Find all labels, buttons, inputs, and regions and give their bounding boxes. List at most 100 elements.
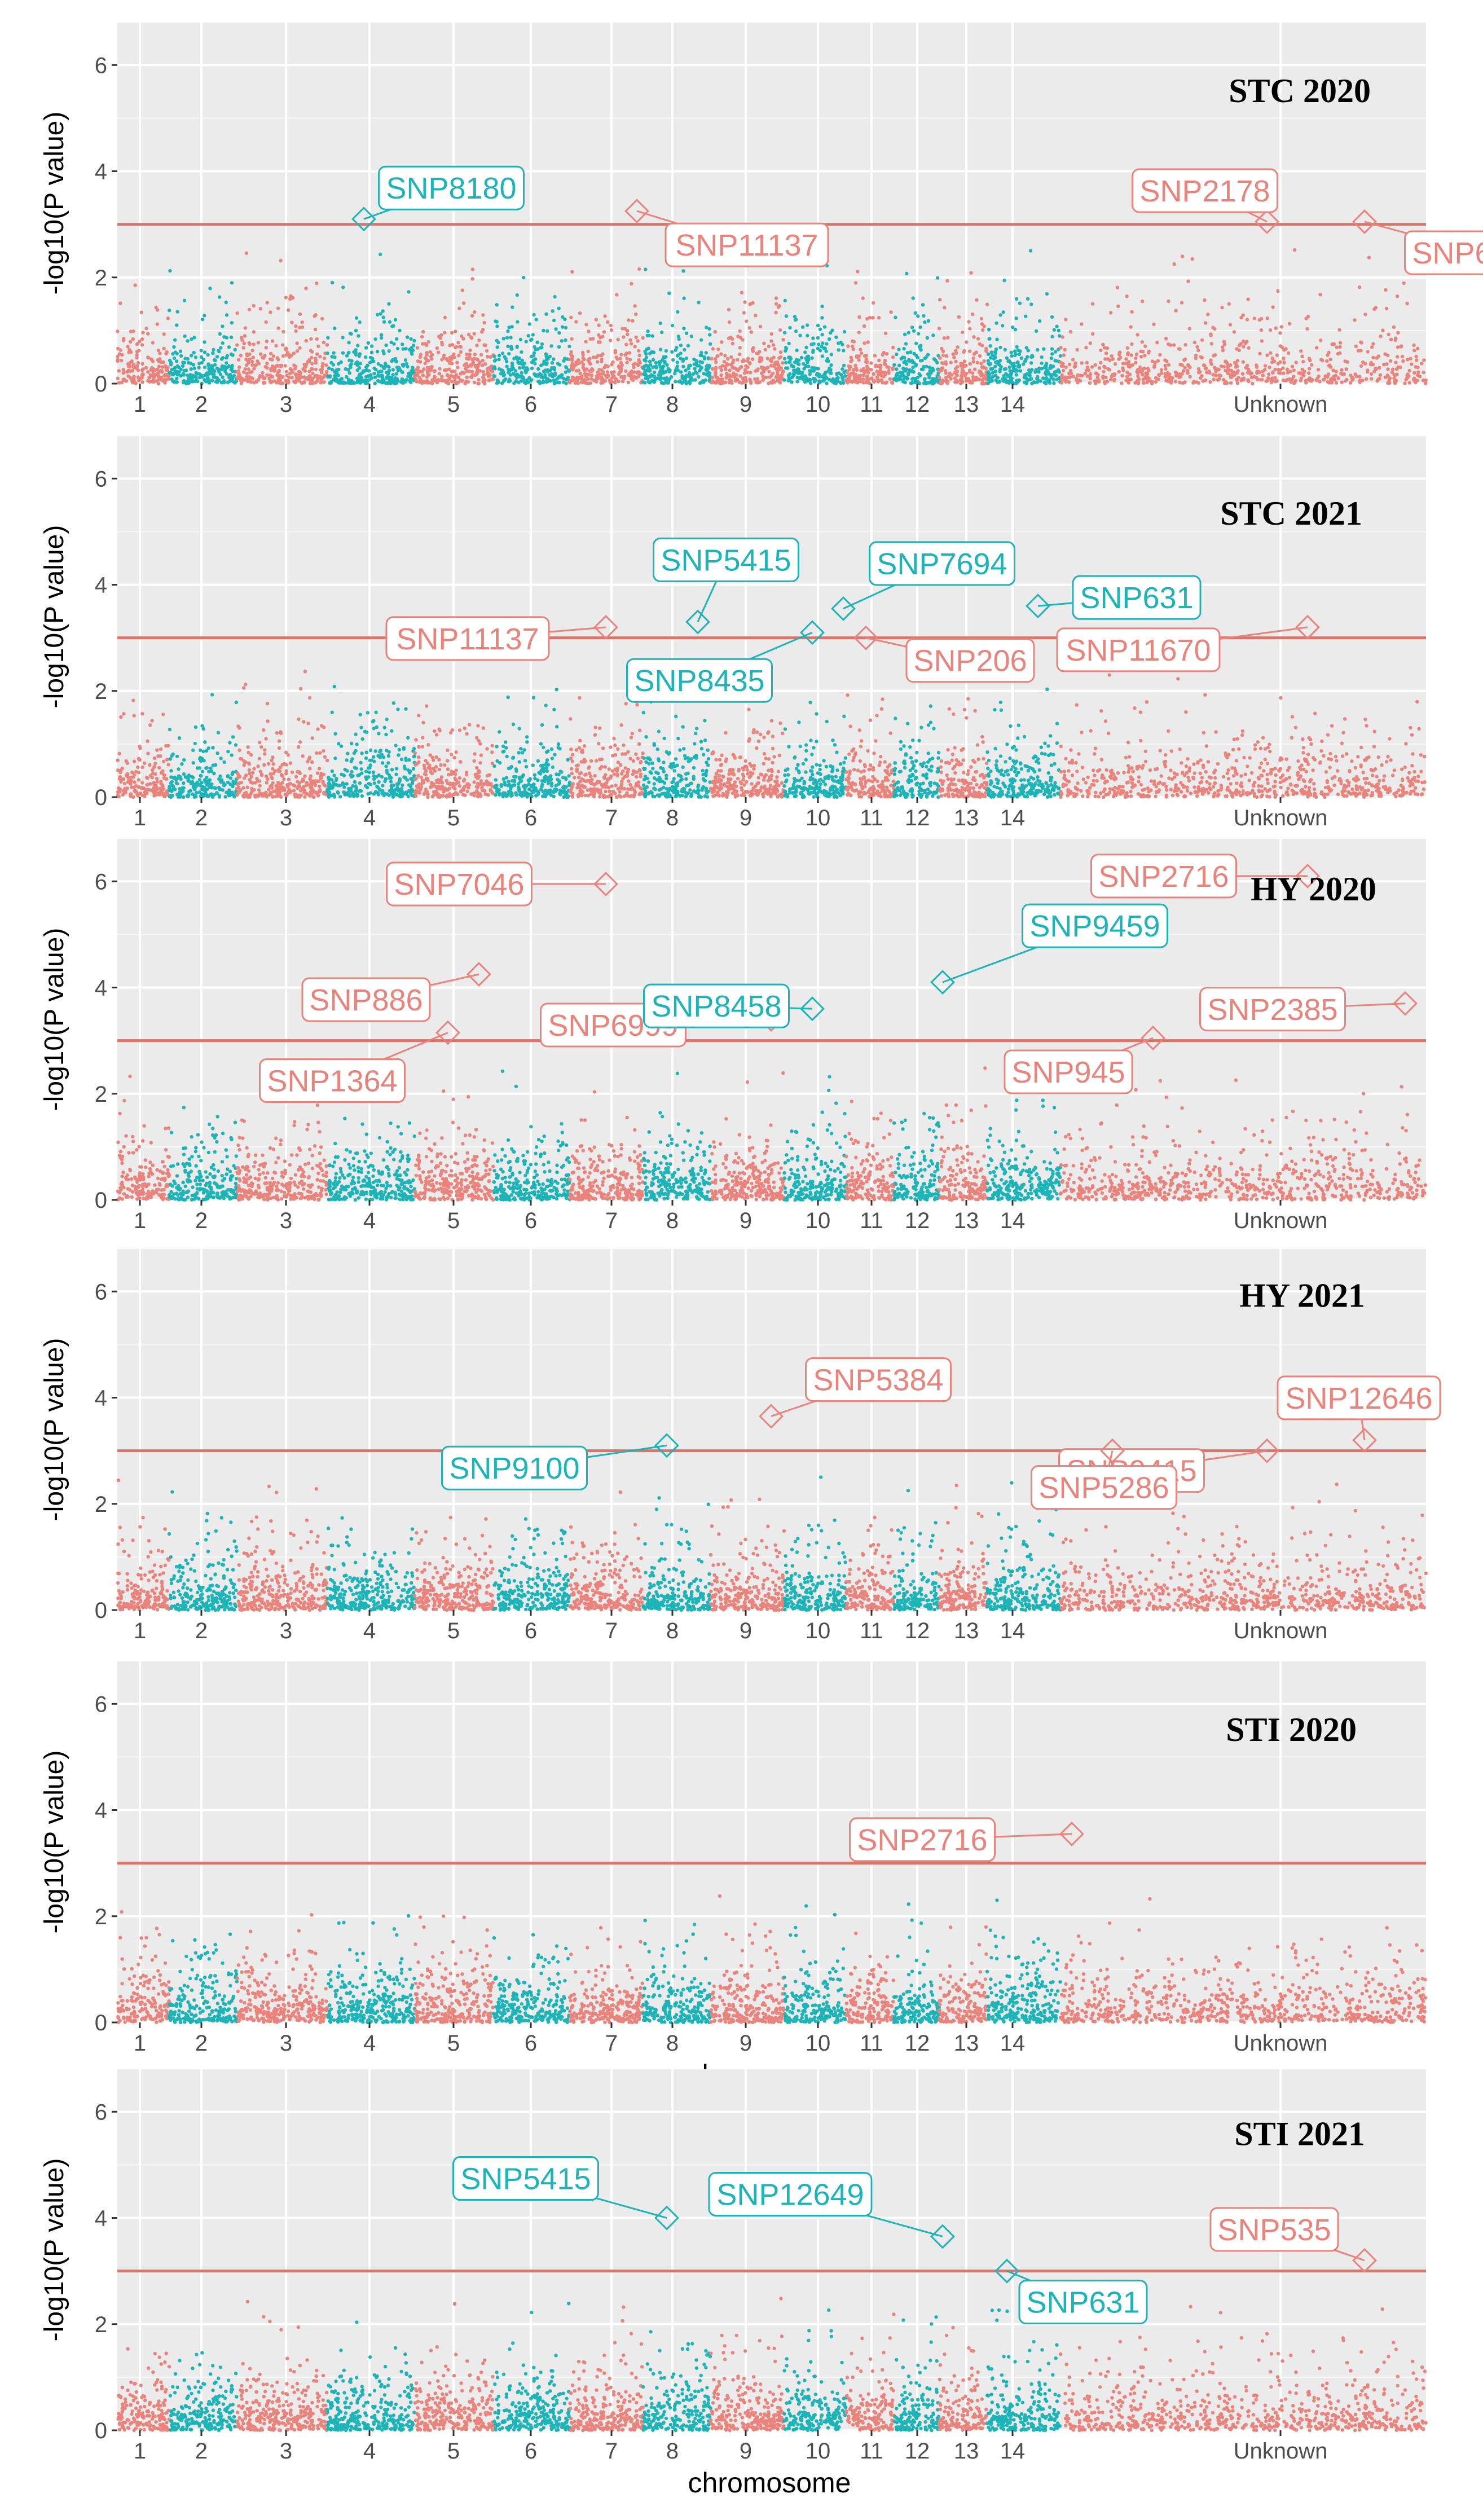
y-tick-label: 4 xyxy=(95,160,107,184)
snp-point xyxy=(247,762,251,766)
snp-point xyxy=(495,381,499,385)
snp-point xyxy=(1268,328,1273,332)
snp-point xyxy=(1357,349,1361,353)
snp-point xyxy=(1199,376,1203,380)
snp-point xyxy=(1416,346,1420,351)
snp-point xyxy=(318,784,322,789)
snp-point xyxy=(923,377,927,381)
snp-point xyxy=(682,327,686,331)
snp-point xyxy=(1374,306,1378,310)
snp-point xyxy=(522,275,526,280)
snp-point xyxy=(175,364,179,368)
snp-point xyxy=(1104,351,1108,355)
snp-point xyxy=(1414,358,1419,362)
snp-point xyxy=(146,782,149,786)
snp-point xyxy=(1060,373,1064,377)
snp-point xyxy=(637,353,641,358)
snp-point xyxy=(736,335,740,338)
snp-point xyxy=(368,748,373,753)
snp-point xyxy=(237,372,241,376)
snp-point xyxy=(1328,357,1332,362)
snp-point xyxy=(414,777,418,781)
snp-point xyxy=(372,781,377,785)
snp-point xyxy=(345,354,349,358)
snp-point xyxy=(116,358,120,362)
snp-point xyxy=(987,337,991,341)
snp-point xyxy=(480,782,484,786)
snp-point xyxy=(676,335,681,338)
snp-point xyxy=(1200,338,1204,342)
snp-point xyxy=(308,767,312,771)
snp-point xyxy=(802,367,806,371)
snp-point xyxy=(236,776,240,780)
snp-point xyxy=(236,724,240,728)
snp-point xyxy=(1134,360,1138,365)
snp-point xyxy=(902,373,906,378)
x-tick-label: 12 xyxy=(905,392,930,417)
snp-point xyxy=(936,276,940,280)
snp-point xyxy=(883,381,888,385)
snp-point xyxy=(481,726,486,730)
snp-point xyxy=(1142,367,1146,371)
snp-point xyxy=(132,759,137,764)
snp-point xyxy=(293,367,297,371)
snp-point xyxy=(411,348,415,352)
snp-point xyxy=(1198,370,1202,374)
snp-point xyxy=(243,794,247,798)
snp-point xyxy=(705,363,710,367)
snp-point xyxy=(223,369,227,373)
snp-point xyxy=(579,380,583,384)
snp-point xyxy=(187,773,191,777)
snp-point xyxy=(557,331,561,335)
snp-point xyxy=(191,363,196,367)
snp-point xyxy=(414,738,418,742)
snp-point xyxy=(626,332,630,337)
snp-point xyxy=(173,380,177,384)
snp-point xyxy=(369,350,374,354)
snp-point xyxy=(202,759,206,763)
snp-point xyxy=(481,313,485,317)
snp-point xyxy=(191,748,195,753)
snp-point xyxy=(365,775,369,779)
snp-point xyxy=(478,760,482,765)
snp-point xyxy=(281,381,285,385)
snp-point xyxy=(557,306,561,310)
snp-point xyxy=(413,373,417,377)
snp-point xyxy=(425,380,430,384)
snp-point xyxy=(176,795,181,799)
snp-point xyxy=(381,784,385,788)
snp-point xyxy=(978,377,982,381)
snp-point xyxy=(368,766,372,770)
snp-point xyxy=(417,714,421,718)
snp-point xyxy=(1105,346,1110,350)
snp-point xyxy=(1265,353,1269,357)
snp-point xyxy=(284,370,288,374)
snp-point xyxy=(162,776,166,780)
snp-point xyxy=(148,380,152,384)
snp-point xyxy=(133,780,137,784)
snp-point xyxy=(763,348,767,351)
snp-point xyxy=(644,351,648,356)
snp-point xyxy=(485,779,489,783)
snp-point xyxy=(277,769,281,773)
snp-point xyxy=(814,367,818,371)
snp-point xyxy=(271,789,275,794)
snp-point xyxy=(522,380,527,384)
snp-point xyxy=(634,335,638,340)
snp-point xyxy=(529,338,533,342)
snp-point xyxy=(1045,292,1049,296)
snp-point xyxy=(309,337,313,341)
snp-point xyxy=(167,309,171,313)
snp-point xyxy=(269,310,272,314)
snp-point xyxy=(1147,376,1151,381)
snp-point xyxy=(308,783,312,787)
snp-point xyxy=(177,370,181,374)
snp-point xyxy=(144,791,149,795)
snp-point xyxy=(1064,318,1068,322)
snp-point xyxy=(274,784,278,788)
snp-point xyxy=(894,376,898,380)
snp-point xyxy=(173,350,178,354)
snp-point xyxy=(1229,381,1233,385)
snp-point xyxy=(265,301,269,305)
snp-point xyxy=(310,355,314,359)
